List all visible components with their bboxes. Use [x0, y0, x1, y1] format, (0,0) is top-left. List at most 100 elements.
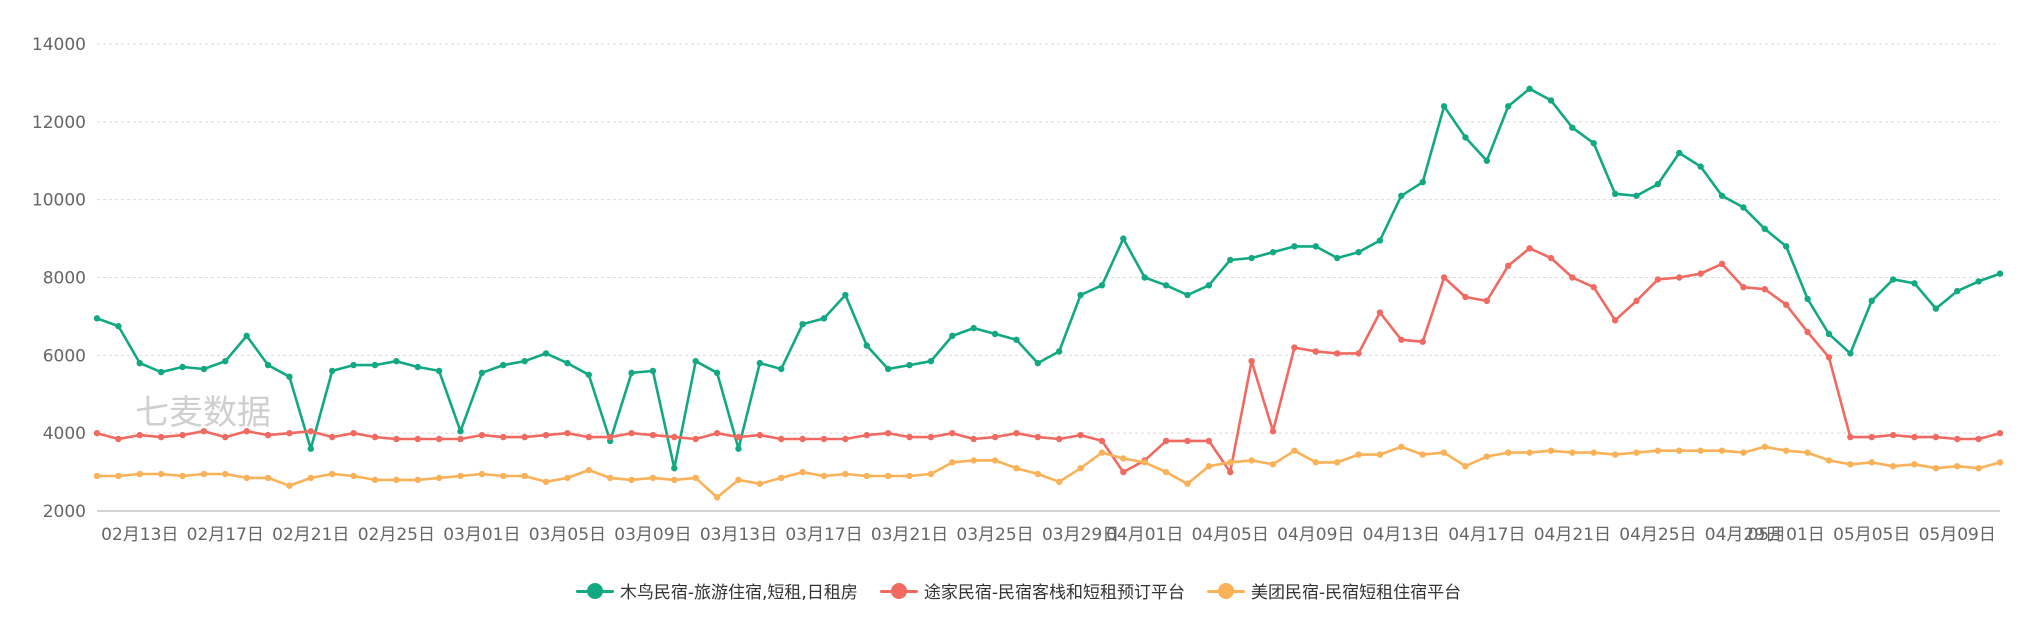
data-point	[329, 367, 336, 375]
data-point	[1633, 297, 1640, 305]
data-point	[906, 472, 913, 480]
data-point	[1697, 447, 1704, 454]
data-point	[778, 435, 785, 443]
data-point	[1355, 451, 1362, 458]
data-point	[457, 435, 464, 443]
data-point	[1996, 459, 2004, 466]
data-point	[307, 445, 315, 452]
data-point	[1077, 431, 1084, 439]
data-point	[414, 476, 421, 484]
data-point	[1676, 149, 1683, 157]
data-point	[1483, 453, 1491, 460]
data-point	[1505, 449, 1512, 456]
data-point	[371, 433, 379, 441]
data-point	[1419, 338, 1426, 345]
data-point	[1932, 464, 1940, 472]
data-point	[1120, 455, 1127, 462]
data-point	[863, 431, 870, 439]
data-point	[1654, 447, 1662, 454]
data-point	[649, 474, 657, 482]
data-point	[1996, 270, 2004, 277]
x-tick-label: 04月17日	[1448, 525, 1525, 545]
data-point	[179, 363, 186, 371]
data-point	[1398, 192, 1405, 199]
data-point	[1440, 449, 1448, 456]
data-point	[1847, 433, 1854, 441]
legend-label: 途家民宿-民宿客栈和短租预订平台	[923, 583, 1185, 603]
data-point	[350, 472, 357, 480]
data-point	[564, 359, 571, 367]
data-point	[1676, 447, 1683, 454]
data-point	[949, 459, 956, 466]
data-point	[1697, 163, 1704, 170]
data-point	[1975, 278, 1982, 285]
data-point	[1505, 262, 1512, 270]
data-point	[1205, 437, 1213, 445]
y-tick-label: 8000	[43, 269, 86, 289]
data-point	[991, 433, 999, 441]
data-point	[1483, 297, 1491, 305]
data-point	[991, 330, 999, 338]
x-tick-label: 03月29日	[1042, 525, 1119, 545]
data-point	[863, 472, 870, 480]
data-point	[1462, 134, 1469, 141]
data-point	[927, 433, 935, 441]
data-point	[756, 480, 764, 487]
data-point	[628, 476, 635, 484]
data-point	[927, 357, 935, 365]
data-point	[884, 472, 892, 480]
data-point	[1162, 437, 1170, 445]
data-point	[820, 472, 828, 480]
data-point	[970, 324, 977, 332]
data-point	[1889, 431, 1897, 439]
data-point	[393, 435, 400, 443]
x-tick-label: 03月01日	[443, 525, 520, 545]
data-point	[692, 474, 699, 482]
data-point	[200, 365, 208, 373]
data-point	[1718, 260, 1726, 268]
data-point	[671, 464, 678, 472]
data-point	[713, 429, 721, 437]
y-tick-label: 14000	[32, 35, 86, 55]
data-point	[1868, 433, 1875, 441]
data-point	[329, 470, 336, 478]
data-point	[457, 428, 464, 435]
data-point	[1269, 428, 1277, 435]
data-point	[115, 472, 122, 480]
data-point	[350, 361, 357, 369]
data-point	[1248, 254, 1255, 262]
data-point	[1120, 468, 1127, 476]
data-point	[1547, 447, 1555, 454]
data-point	[649, 367, 657, 375]
data-point	[671, 433, 678, 441]
legend-item-2[interactable]: 途家民宿-民宿客栈和短租预订平台	[879, 578, 1185, 603]
x-tick-label: 03月17日	[785, 525, 862, 545]
data-point	[564, 474, 571, 482]
data-point	[1611, 451, 1619, 458]
data-point	[1611, 190, 1619, 198]
data-point	[799, 468, 806, 476]
data-point	[1932, 433, 1940, 441]
data-point	[435, 435, 443, 443]
data-point	[713, 494, 721, 501]
data-point	[1333, 350, 1341, 357]
data-point	[1055, 348, 1063, 355]
data-point	[93, 429, 101, 437]
data-point	[222, 470, 229, 478]
data-point	[1975, 435, 1982, 443]
data-point	[949, 332, 956, 340]
data-point	[1782, 301, 1790, 308]
y-axis: 2000 4000 6000 8000 10000 12000 14000	[32, 35, 86, 522]
data-point	[1996, 429, 2004, 437]
data-point	[200, 470, 208, 478]
legend: 木鸟民宿-旅游住宿,短租,日租房 途家民宿-民宿客栈和短租预订平台 美团民宿-民宿短…	[0, 578, 2037, 603]
data-point	[1077, 291, 1084, 299]
legend-item-3[interactable]: 美团民宿-民宿短租住宿平台	[1206, 578, 1461, 603]
data-point	[649, 431, 657, 439]
data-point	[157, 368, 165, 376]
data-point	[778, 365, 785, 373]
data-point	[1141, 459, 1148, 466]
legend-item-1[interactable]: 木鸟民宿-旅游住宿,短租,日租房	[575, 578, 858, 603]
data-point	[1868, 297, 1875, 305]
